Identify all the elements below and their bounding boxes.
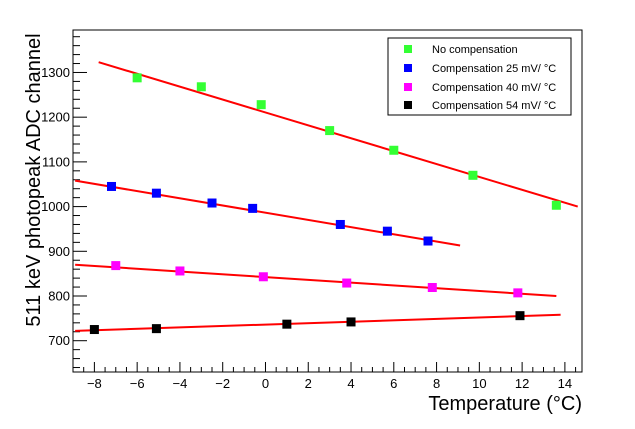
data-point-s3-1 <box>151 324 161 334</box>
x-axis-title-close: ) <box>575 393 582 415</box>
x-tick-label: 2 <box>305 376 312 391</box>
data-point-s1-6 <box>423 236 433 246</box>
data-point-s0-4 <box>389 145 399 155</box>
data-point-s0-0 <box>132 73 142 83</box>
data-point-s1-1 <box>151 188 161 198</box>
x-axis-title-text: Temperature ( <box>428 393 553 415</box>
y-axis: 700 800 900 1000 1100 1200 1300 <box>41 36 87 369</box>
y-tick-label: 700 <box>48 333 70 348</box>
data-point-s0-1 <box>196 82 206 92</box>
data-point-s3-3 <box>346 317 356 327</box>
x-tick-label: 4 <box>347 376 354 391</box>
data-point-s1-5 <box>382 226 392 236</box>
data-point-s2-3 <box>342 278 352 288</box>
data-point-s0-5 <box>468 170 478 180</box>
x-tick-label: 6 <box>390 376 397 391</box>
x-tick-label: 10 <box>472 376 486 391</box>
plot-frame <box>72 29 583 373</box>
x-tick-label: 14 <box>558 376 572 391</box>
y-tick-label: 1000 <box>41 199 70 214</box>
x-tick-label: −2 <box>215 376 230 391</box>
plot-border <box>72 29 583 373</box>
data-point-s2-2 <box>258 272 268 282</box>
x-axis-title-unit: °C <box>553 393 575 415</box>
y-tick-label: 1100 <box>42 154 70 169</box>
legend-marker-3 <box>404 101 412 109</box>
legend-label-0: No compensation <box>432 44 518 56</box>
fit-line-1 <box>74 179 461 247</box>
data-points <box>89 73 561 335</box>
y-tick-label: 800 <box>48 289 70 304</box>
data-point-s3-0 <box>89 325 99 335</box>
data-point-s1-4 <box>335 219 345 229</box>
y-tick-label: 1200 <box>41 110 70 125</box>
legend-label-3: Compensation 54 mV/ °C <box>432 100 556 112</box>
fit-line-2 <box>75 263 557 297</box>
legend-marker-0 <box>404 45 412 53</box>
x-tick-label: 12 <box>515 376 529 391</box>
x-tick-label: −8 <box>87 376 102 391</box>
data-point-s1-2 <box>207 198 217 208</box>
legend: No compensation Compensation 25 mV/ °C C… <box>387 37 572 116</box>
legend-marker-2 <box>404 83 412 91</box>
data-point-s2-0 <box>111 261 121 271</box>
data-point-s2-5 <box>513 288 523 298</box>
data-point-s3-4 <box>515 311 525 321</box>
y-tick-label: 900 <box>48 244 70 259</box>
x-axis: −8 −6 −4 −2 0 2 4 6 8 10 12 14 <box>72 362 577 391</box>
data-point-s2-1 <box>175 266 185 276</box>
legend-box <box>387 37 572 116</box>
x-tick-label: 0 <box>262 376 269 391</box>
legend-label-1: Compensation 25 mV/ °C <box>432 63 556 75</box>
data-point-s1-3 <box>248 203 258 213</box>
data-point-s0-6 <box>551 200 561 210</box>
x-tick-label: −4 <box>173 376 188 391</box>
fit-line-0 <box>98 61 579 208</box>
y-axis-title: 511 keV photopeak ADC channel <box>23 33 45 326</box>
data-point-s0-3 <box>325 126 335 136</box>
data-point-s1-0 <box>106 181 116 191</box>
x-axis-title: Temperature (°C) <box>428 393 582 415</box>
legend-label-2: Compensation 40 mV/ °C <box>432 82 556 94</box>
x-tick-label: 8 <box>433 376 440 391</box>
y-tick-label: 1300 <box>41 65 70 80</box>
data-point-s2-4 <box>427 283 437 293</box>
legend-marker-1 <box>404 64 412 72</box>
data-point-s3-2 <box>282 319 292 329</box>
x-tick-label: −6 <box>130 376 145 391</box>
data-point-s0-2 <box>256 100 266 110</box>
